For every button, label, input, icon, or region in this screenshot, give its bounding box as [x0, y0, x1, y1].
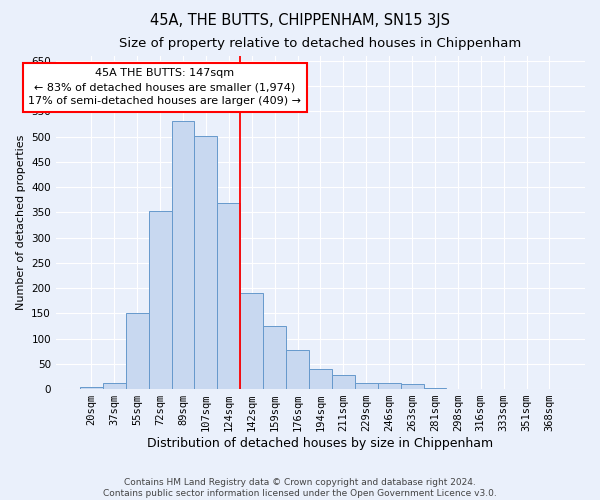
- Y-axis label: Number of detached properties: Number of detached properties: [16, 135, 26, 310]
- Bar: [286, 350, 309, 389]
- Text: 45A, THE BUTTS, CHIPPENHAM, SN15 3JS: 45A, THE BUTTS, CHIPPENHAM, SN15 3JS: [150, 12, 450, 28]
- Title: Size of property relative to detached houses in Chippenham: Size of property relative to detached ho…: [119, 38, 521, 51]
- Bar: [446, 388, 469, 389]
- Bar: [240, 293, 263, 389]
- Bar: [217, 204, 240, 389]
- Bar: [309, 369, 332, 389]
- Bar: [424, 388, 446, 389]
- Bar: [126, 314, 149, 389]
- Bar: [355, 382, 378, 389]
- Text: 45A THE BUTTS: 147sqm
← 83% of detached houses are smaller (1,974)
17% of semi-d: 45A THE BUTTS: 147sqm ← 83% of detached …: [28, 68, 301, 106]
- Bar: [194, 136, 217, 389]
- Bar: [263, 326, 286, 389]
- Bar: [172, 122, 194, 389]
- Bar: [149, 212, 172, 389]
- Bar: [401, 384, 424, 389]
- Bar: [469, 388, 492, 389]
- X-axis label: Distribution of detached houses by size in Chippenham: Distribution of detached houses by size …: [148, 437, 494, 450]
- Text: Contains HM Land Registry data © Crown copyright and database right 2024.
Contai: Contains HM Land Registry data © Crown c…: [103, 478, 497, 498]
- Bar: [378, 382, 401, 389]
- Bar: [80, 386, 103, 389]
- Bar: [332, 375, 355, 389]
- Bar: [103, 382, 126, 389]
